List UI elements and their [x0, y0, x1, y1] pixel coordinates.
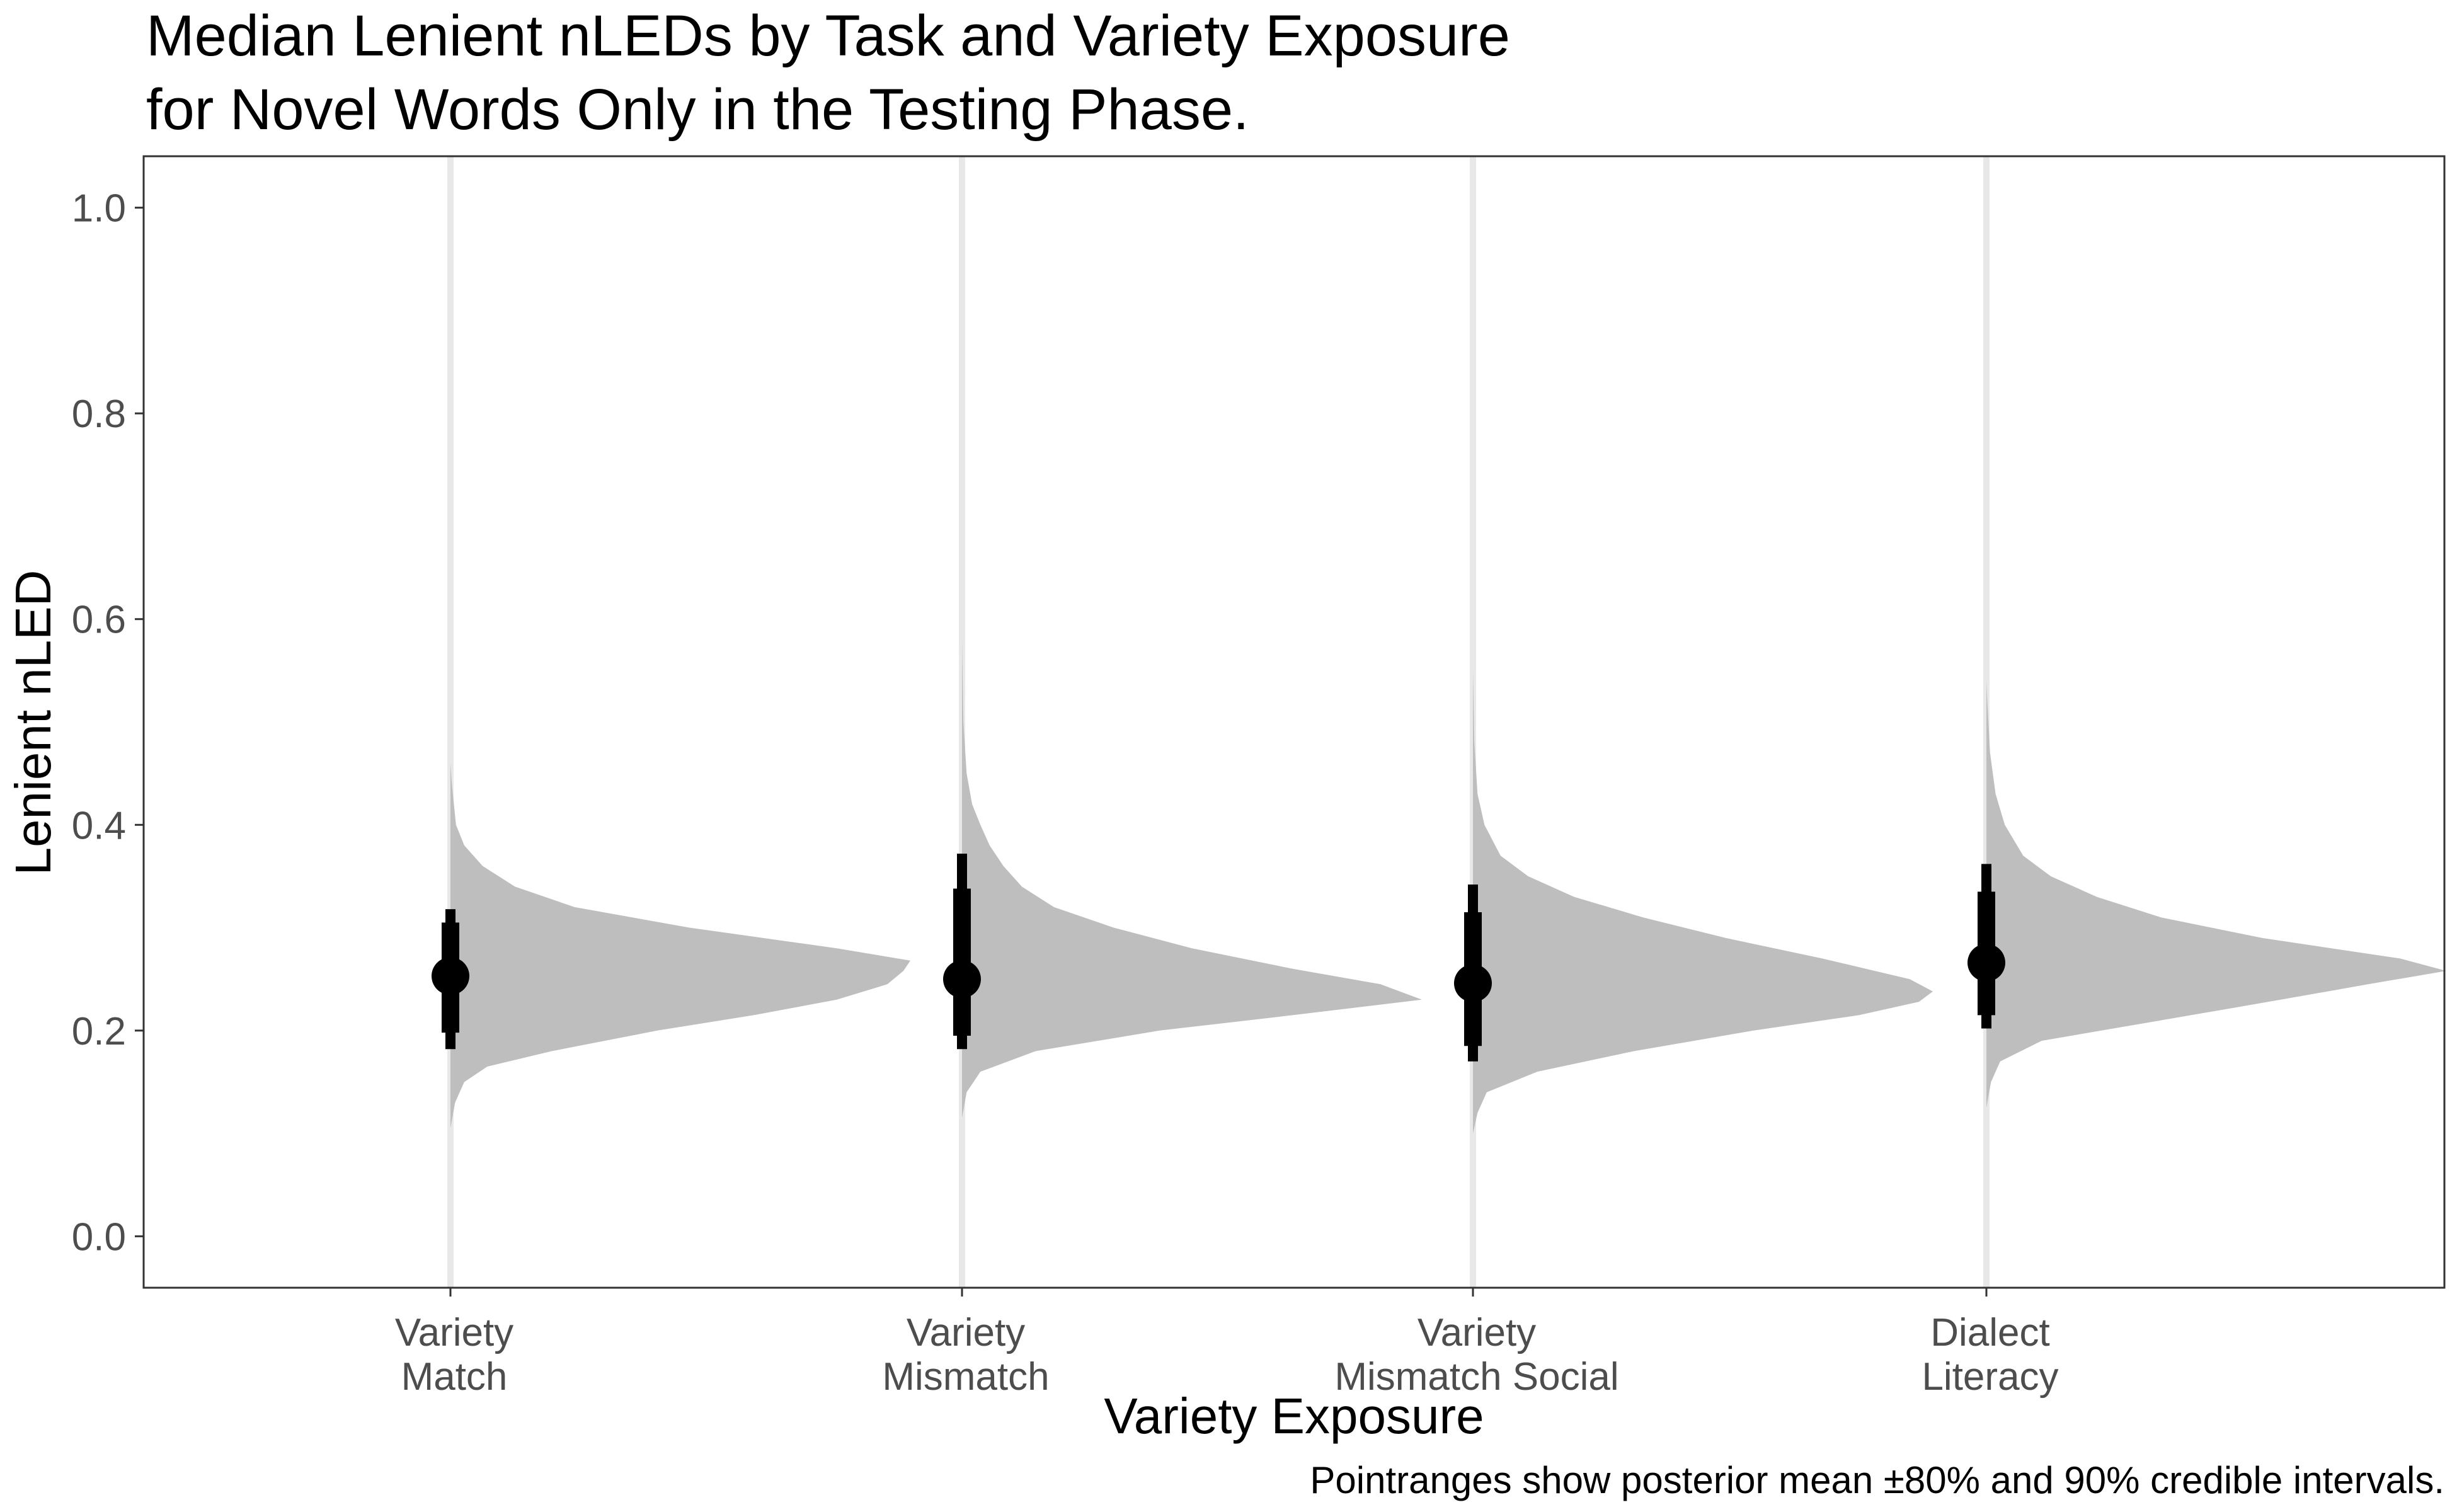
mean-point-2: [943, 960, 981, 999]
x-tick-label-2-line-2: Mismatch: [882, 1355, 1049, 1399]
y-axis: 0.0 0.2 0.4 0.6 0.8 1.0: [72, 187, 144, 1259]
chart-caption: Pointranges show posterior mean ±80% and…: [1310, 1459, 2444, 1501]
chart-title-line-1: Median Lenient nLEDs by Task and Variety…: [146, 4, 1510, 68]
chart-title-line-2: for Novel Words Only in the Testing Phas…: [146, 77, 1249, 142]
y-tick-label-6: 1.0: [72, 187, 126, 231]
y-axis-title: Lenient nLED: [5, 570, 61, 876]
y-tick-label-5: 0.8: [72, 392, 126, 436]
violin-layer: [447, 156, 2446, 1288]
pointrange-layer: [432, 853, 2005, 1062]
y-tick-label-3: 0.4: [72, 804, 126, 847]
violin-3: [1473, 670, 1933, 1134]
violin-2: [962, 639, 1422, 1118]
y-tick-label-1: 0.0: [72, 1215, 126, 1259]
x-tick-label-3-line-1: Variety: [1418, 1311, 1536, 1354]
mean-point-1: [432, 957, 469, 995]
y-tick-label-2: 0.2: [72, 1010, 126, 1053]
violin-4: [1986, 680, 2446, 1108]
x-axis: VarietyMatchVarietyMismatchVarietyMismat…: [395, 1288, 2059, 1399]
x-axis-title: Variety Exposure: [1104, 1388, 1484, 1444]
mean-point-4: [1967, 944, 2005, 982]
x-tick-label-1-line-2: Match: [401, 1355, 508, 1399]
x-tick-label-2-line-1: Variety: [907, 1311, 1025, 1354]
violin-1: [450, 763, 910, 1128]
x-tick-label-4-line-1: Dialect: [1930, 1311, 2050, 1354]
x-tick-label-3-line-2: Mismatch Social: [1334, 1355, 1618, 1399]
plot-panel-border: [142, 155, 2446, 1289]
mean-point-3: [1454, 964, 1492, 1002]
y-tick-label-4: 0.6: [72, 598, 126, 642]
x-tick-label-4-line-2: Literacy: [1922, 1355, 2058, 1399]
x-tick-label-1-line-1: Variety: [395, 1311, 513, 1354]
